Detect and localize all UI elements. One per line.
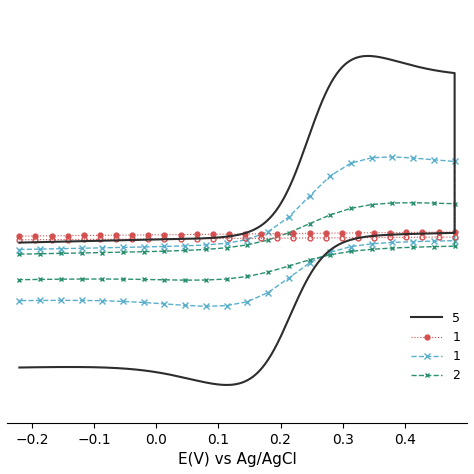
Legend: 5, 1, 1, 2: 5, 1, 1, 2 <box>406 307 465 387</box>
X-axis label: E(V) vs Ag/AgCl: E(V) vs Ag/AgCl <box>178 452 296 467</box>
